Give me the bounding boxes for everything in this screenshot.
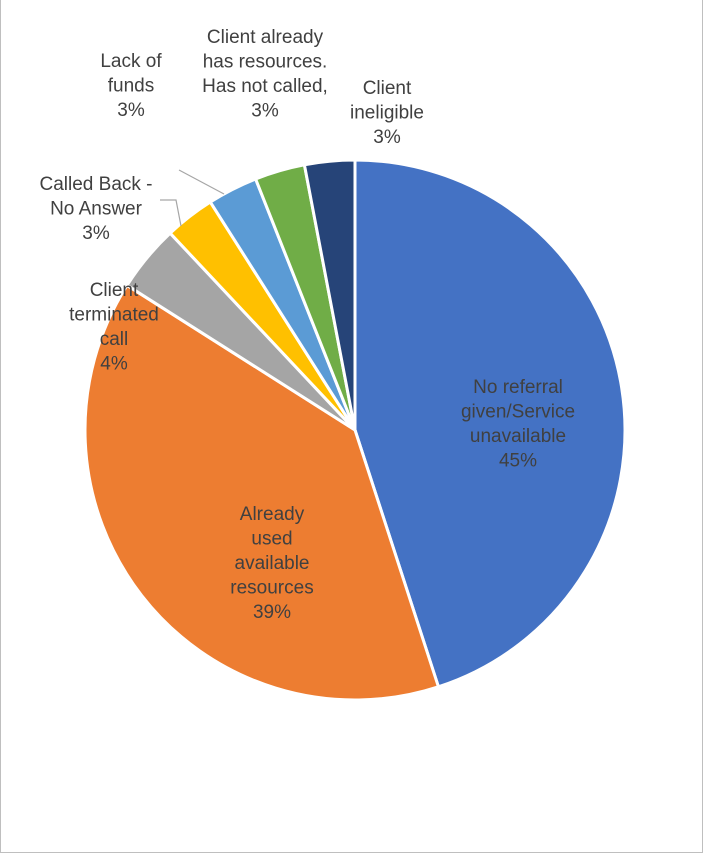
slice-label-1: No referral given/Service unavailable 45% bbox=[461, 377, 575, 472]
slice-label-4: Called Back - No Answer 3% bbox=[40, 174, 153, 244]
slice-label-line: ineligible bbox=[350, 103, 424, 124]
slice-labels: No referral given/Service unavailable 45% Al… bbox=[40, 27, 576, 623]
slice-percent: 3% bbox=[82, 223, 110, 244]
leader-line-5 bbox=[178, 169, 225, 195]
slice-percent: 3% bbox=[251, 101, 279, 122]
slice-label-line: available bbox=[235, 553, 310, 574]
slice-percent: 3% bbox=[373, 127, 401, 148]
slice-label-line: has resources. bbox=[203, 52, 328, 73]
slice-label-7: Client ineligible 3% bbox=[350, 78, 424, 148]
slice-label-line: terminated bbox=[69, 305, 159, 326]
slice-percent: 4% bbox=[100, 354, 128, 375]
slice-label-line: used bbox=[251, 529, 292, 550]
slice-label-line: call bbox=[100, 329, 129, 350]
slice-label-line: Has not called, bbox=[202, 76, 328, 97]
pie-slice-1 bbox=[353, 158, 627, 689]
slice-label-2: Already used available resources 39% bbox=[230, 504, 313, 623]
slice-label-5: Lack of funds 3% bbox=[100, 51, 162, 121]
slice-label-line: Client bbox=[90, 280, 139, 301]
slice-percent: 3% bbox=[117, 100, 145, 121]
slice-label-line: unavailable bbox=[470, 426, 566, 447]
slice-label-line: Client bbox=[363, 78, 412, 99]
slice-percent: 39% bbox=[253, 602, 291, 623]
slice-label-line: Already bbox=[240, 504, 305, 525]
pie-slice-2 bbox=[83, 283, 440, 702]
slice-label-line: No referral bbox=[473, 377, 563, 398]
slice-label-line: given/Service bbox=[461, 402, 575, 423]
slice-percent: 45% bbox=[499, 451, 537, 472]
pie-slices bbox=[83, 158, 627, 702]
leader-lines bbox=[160, 169, 225, 227]
slice-label-3: Client terminated call 4% bbox=[69, 280, 159, 375]
slice-label-line: Called Back - bbox=[40, 174, 153, 195]
slice-label-line: Client already bbox=[207, 27, 324, 48]
slice-label-6: Client already has resources. Has not call… bbox=[202, 27, 328, 122]
slice-label-line: resources bbox=[230, 578, 313, 599]
slice-label-line: Lack of bbox=[100, 51, 162, 72]
pie-slice-7 bbox=[302, 158, 357, 432]
slice-label-line: funds bbox=[108, 76, 154, 97]
leader-line-4 bbox=[160, 199, 182, 227]
slice-label-line: No Answer bbox=[50, 199, 143, 220]
